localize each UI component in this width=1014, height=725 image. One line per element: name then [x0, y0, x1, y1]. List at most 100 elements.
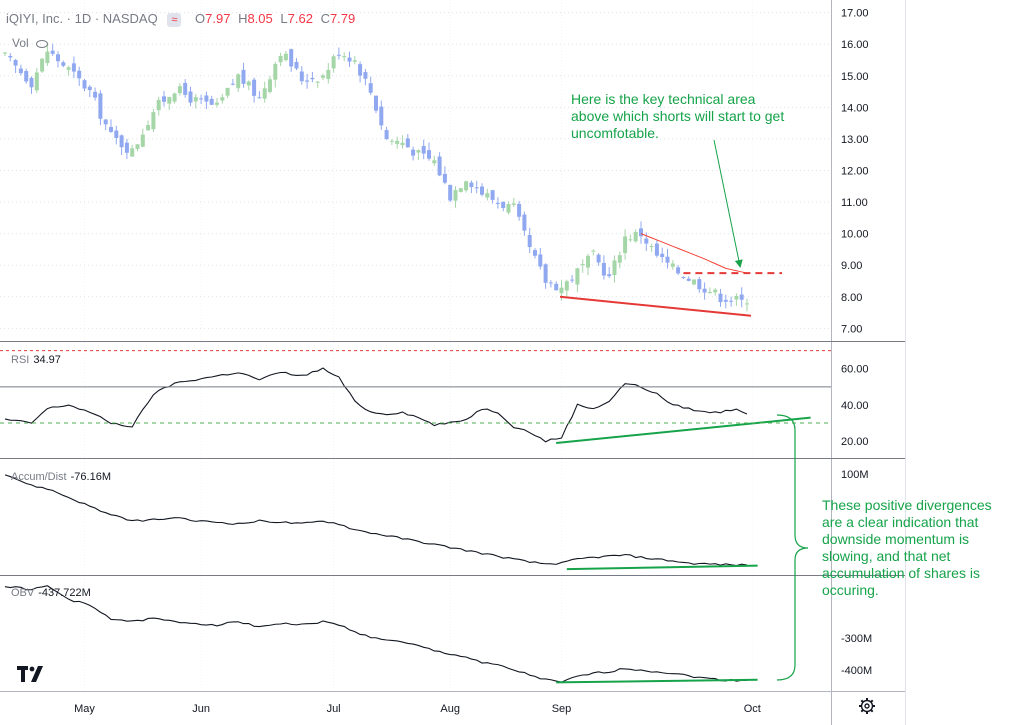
- candle: [405, 133, 410, 148]
- candle: [596, 253, 601, 266]
- candle: [570, 275, 575, 283]
- candle-body: [193, 97, 198, 102]
- candle: [204, 91, 209, 109]
- candle: [469, 180, 474, 194]
- candle: [739, 287, 744, 308]
- candle-body: [416, 150, 421, 153]
- candle: [87, 85, 92, 98]
- candle-body: [607, 274, 612, 277]
- candle: [34, 68, 39, 94]
- candle-body: [368, 83, 373, 93]
- candle: [363, 68, 368, 86]
- candle: [692, 279, 696, 286]
- candle-body: [580, 264, 585, 266]
- candle-body: [183, 82, 188, 95]
- sma-line: [640, 233, 748, 274]
- candle-body: [538, 254, 543, 267]
- candle-body: [485, 193, 490, 198]
- candle: [257, 91, 262, 99]
- candle-body: [464, 181, 469, 191]
- candle: [252, 77, 257, 103]
- candle: [347, 51, 352, 68]
- candle: [358, 61, 363, 83]
- candle: [45, 43, 50, 66]
- candle-body: [633, 231, 638, 242]
- candle: [177, 83, 182, 96]
- candle: [543, 263, 548, 289]
- candle-body: [135, 144, 140, 149]
- candle-body: [654, 243, 659, 256]
- candle-body: [358, 64, 363, 76]
- candle-body: [294, 61, 299, 69]
- candle: [183, 79, 188, 98]
- candle-body: [326, 69, 331, 80]
- candle-body: [527, 235, 532, 248]
- annotation-bracket: [776, 414, 809, 681]
- candle: [193, 93, 198, 109]
- candle-body: [432, 160, 437, 164]
- ohlc-close-key: C: [320, 11, 330, 26]
- obv-legend[interactable]: OBV -437.722M: [11, 584, 91, 601]
- candle: [162, 91, 166, 107]
- y-tick-obv: -300M: [841, 633, 872, 645]
- candle-body: [427, 150, 431, 159]
- candle-body: [713, 289, 718, 293]
- y-tick-price: 13.00: [841, 134, 869, 146]
- candle-body: [596, 254, 601, 263]
- candle: [283, 50, 288, 62]
- y-tick-price: 11.00: [841, 197, 868, 209]
- candle: [8, 53, 13, 62]
- volume-legend[interactable]: Vol: [12, 35, 49, 51]
- candle: [29, 76, 34, 94]
- candle-body: [347, 57, 352, 62]
- candle-body: [723, 299, 728, 302]
- candle: [241, 62, 246, 88]
- candle-body: [681, 277, 686, 279]
- candle: [416, 149, 421, 161]
- x-tick-sep: Sep: [552, 703, 572, 715]
- candle-body: [246, 81, 251, 86]
- candle: [729, 296, 734, 307]
- candle-body: [162, 96, 166, 102]
- candle-body: [644, 238, 649, 244]
- y-tick-obv: -400M: [841, 665, 872, 677]
- annotation-divergences: These positive divergences are a clear i…: [822, 497, 992, 598]
- candles: [3, 43, 749, 312]
- tradingview-logo-icon[interactable]: [17, 664, 43, 684]
- candle-body: [305, 80, 310, 82]
- candle-body: [660, 253, 665, 258]
- candle-body: [739, 294, 744, 300]
- ad-name: Accum/Dist: [11, 471, 67, 483]
- alert-badge[interactable]: ≈: [167, 13, 182, 27]
- candle: [442, 166, 447, 185]
- candle-body: [310, 77, 315, 80]
- obv-value: -437.722M: [38, 587, 91, 599]
- candle: [3, 51, 7, 56]
- candle-body: [453, 190, 458, 201]
- candle-body: [262, 88, 267, 99]
- ohlc-close-value: 7.79: [329, 11, 356, 26]
- candle: [146, 120, 151, 131]
- candle: [713, 288, 718, 296]
- gear-icon[interactable]: [858, 697, 876, 715]
- candle: [697, 276, 702, 293]
- candle: [321, 73, 325, 81]
- eye-icon[interactable]: [36, 39, 49, 48]
- candle-body: [729, 300, 734, 302]
- candle: [246, 80, 251, 91]
- candle-body: [448, 184, 453, 201]
- candle: [273, 61, 278, 88]
- y-tick-price: 16.00: [841, 39, 869, 51]
- candle: [294, 58, 299, 71]
- candle: [654, 239, 659, 258]
- rsi-legend[interactable]: RSI 34.97: [11, 351, 61, 368]
- candle-body: [177, 86, 182, 94]
- candle-body: [554, 283, 559, 291]
- y-tick-price: 10.00: [841, 229, 869, 241]
- candle: [109, 119, 113, 133]
- candle: [612, 255, 617, 283]
- x-tick-oct: Oct: [744, 703, 761, 715]
- ad-legend[interactable]: Accum/Dist -76.16M: [11, 468, 111, 485]
- candle: [374, 95, 378, 114]
